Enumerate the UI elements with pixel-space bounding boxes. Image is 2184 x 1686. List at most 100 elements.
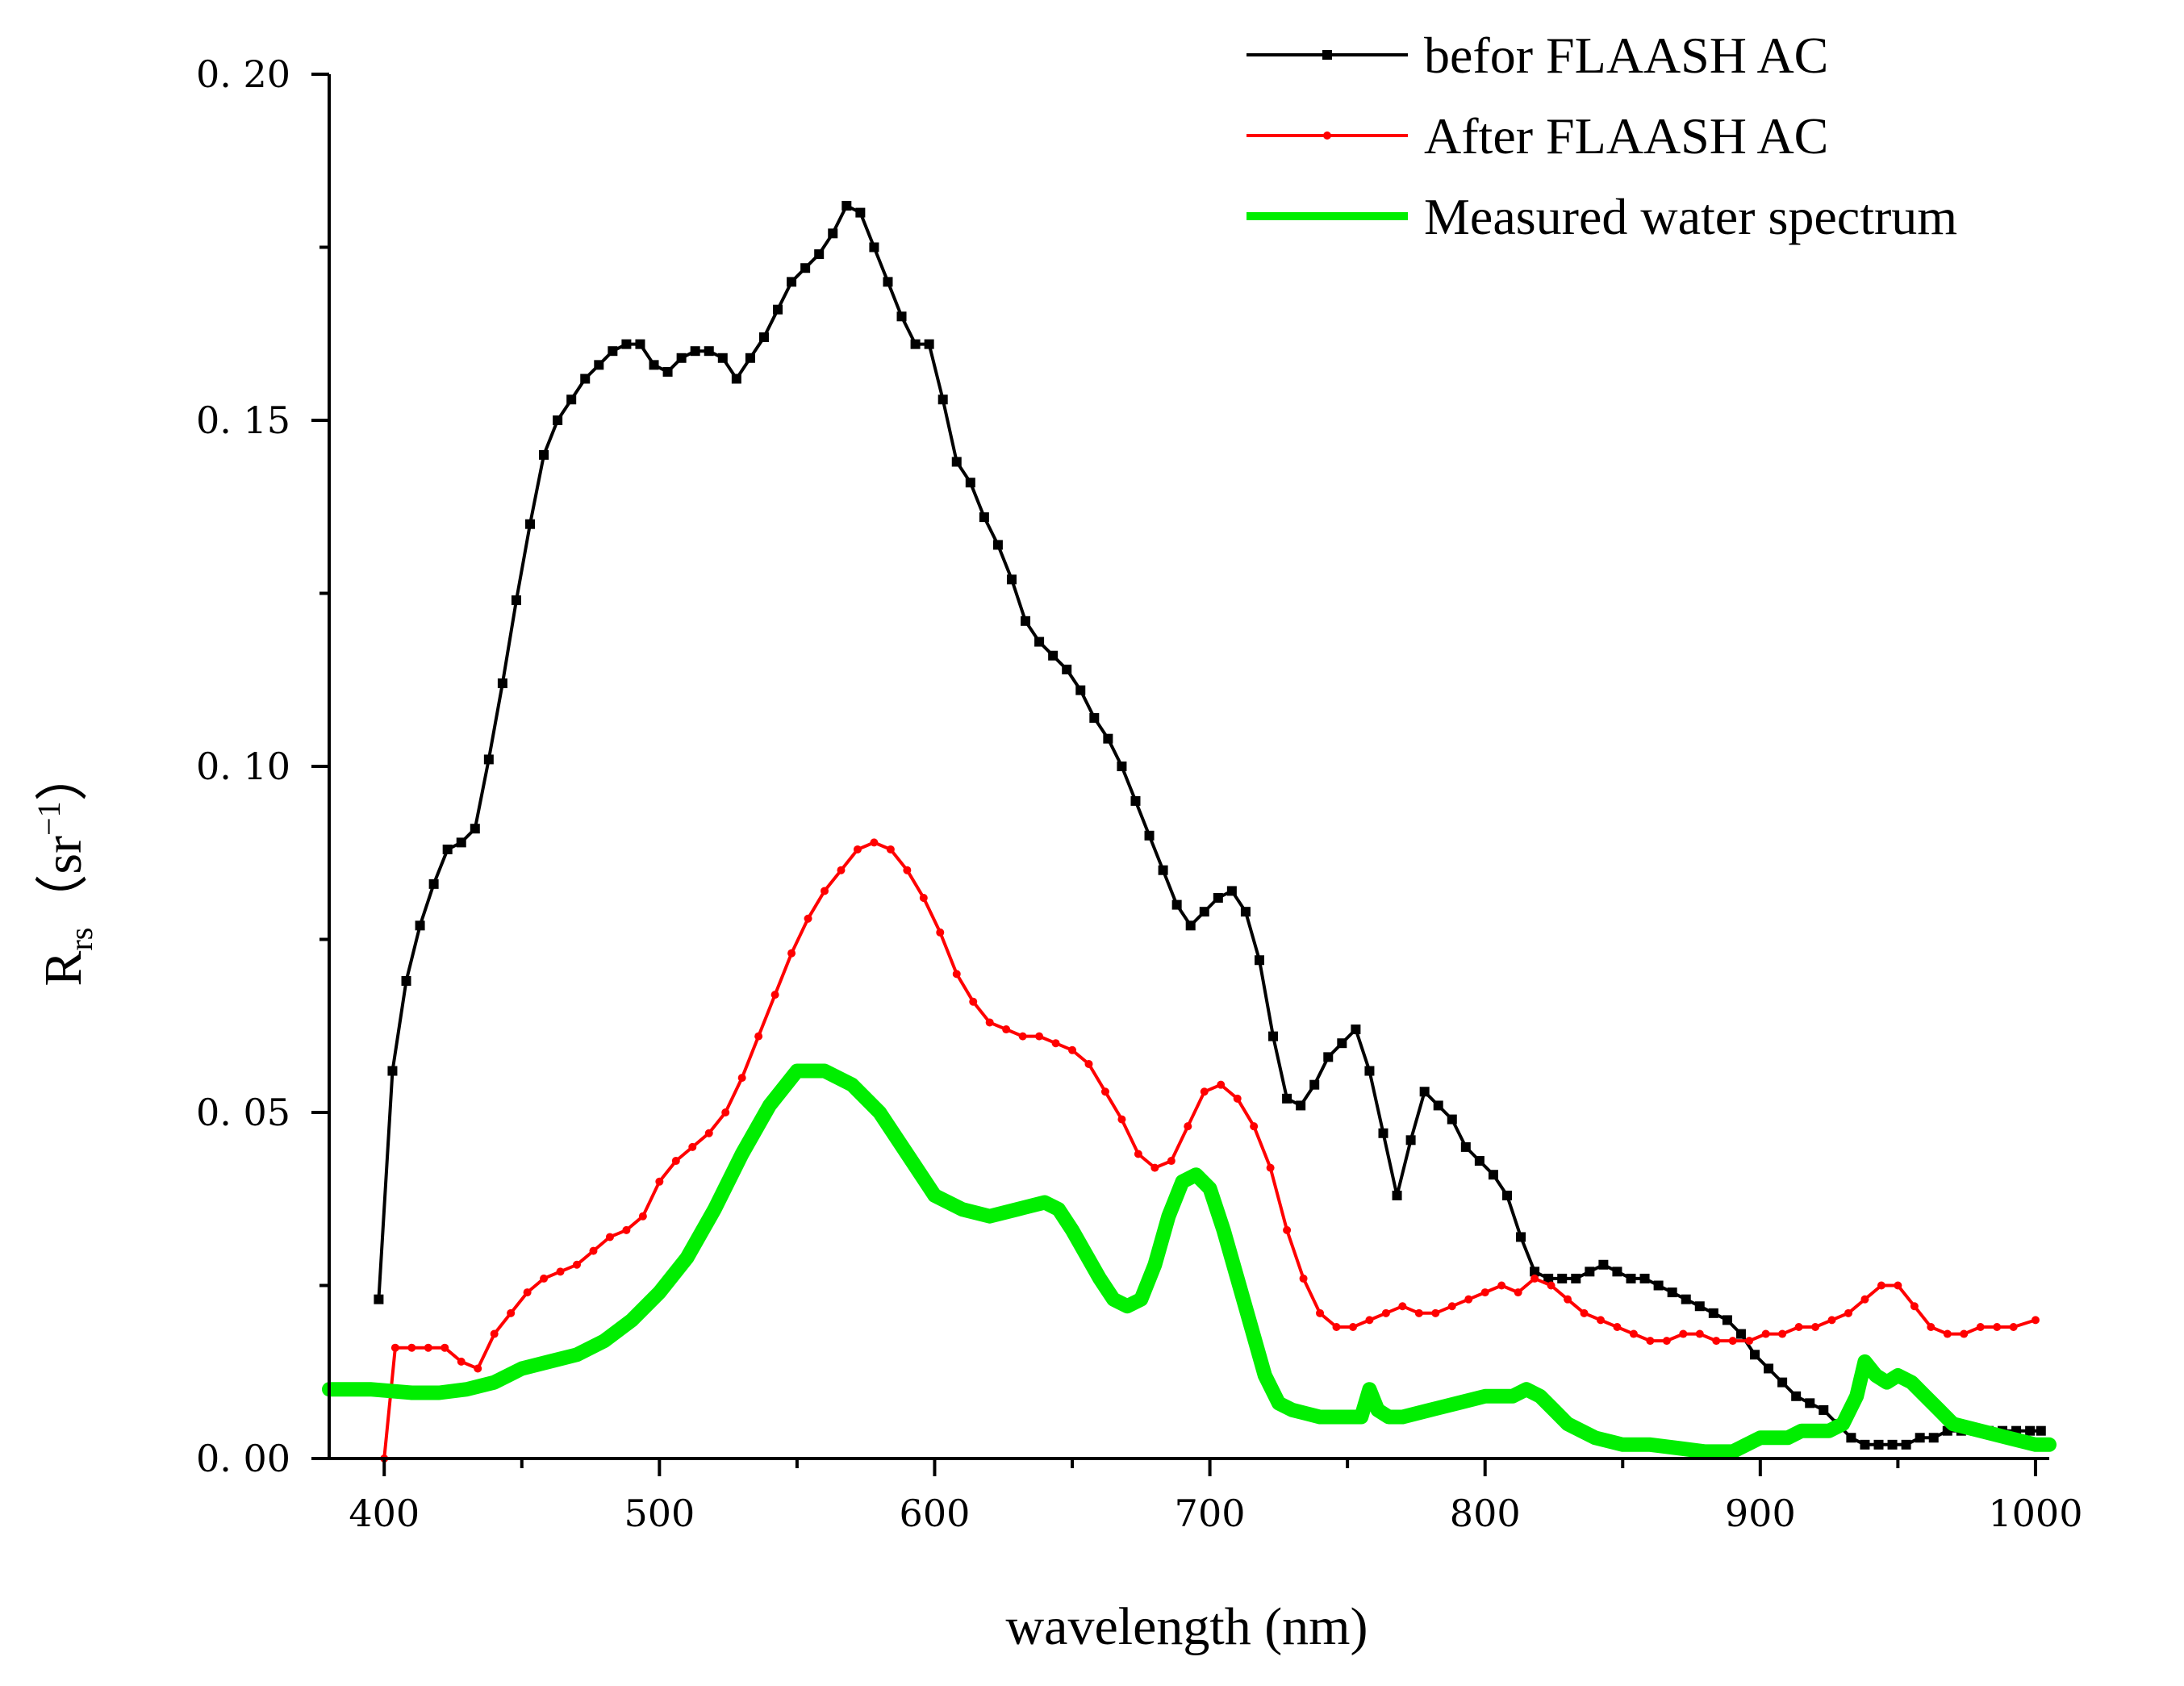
series-point-0 — [1254, 955, 1264, 966]
series-point-0 — [690, 346, 700, 357]
series-point-1 — [1927, 1322, 1936, 1331]
series-point-1 — [441, 1343, 449, 1352]
series-point-0 — [1460, 1141, 1471, 1152]
series-point-0 — [745, 353, 755, 363]
series-point-0 — [442, 844, 453, 854]
series-point-1 — [638, 1212, 647, 1221]
series-point-0 — [1764, 1363, 1774, 1374]
series-point-0 — [855, 207, 866, 218]
svg-text:Rrs（sr−1）: Rrs（sr−1） — [31, 748, 99, 986]
series-point-0 — [2036, 1425, 2046, 1436]
x-tick-label: 700 — [1175, 1492, 1246, 1535]
series-point-0 — [1873, 1439, 1884, 1450]
series-point-1 — [1745, 1337, 1754, 1346]
legend-label-1: After FLAASH AC — [1424, 107, 1828, 165]
series-point-0 — [1392, 1190, 1402, 1200]
y-tick-label: 0. 15 — [196, 399, 290, 442]
series-point-0 — [731, 374, 741, 384]
series-point-1 — [1761, 1329, 1770, 1338]
series-point-0 — [387, 1066, 398, 1076]
series-point-1 — [1629, 1329, 1638, 1338]
x-tick-label: 1000 — [1988, 1492, 2082, 1535]
series-point-1 — [969, 997, 978, 1006]
x-tick-label: 800 — [1450, 1492, 1521, 1535]
series-point-0 — [1557, 1273, 1568, 1283]
series-point-0 — [428, 878, 439, 889]
series-point-1 — [870, 838, 879, 847]
series-point-0 — [594, 360, 604, 370]
series-point-1 — [1414, 1308, 1423, 1317]
series-point-1 — [655, 1177, 664, 1186]
series-point-1 — [1960, 1329, 1969, 1338]
series-point-1 — [1794, 1322, 1803, 1331]
series-point-1 — [390, 1343, 399, 1352]
series-point-1 — [2031, 1316, 2040, 1325]
series-point-1 — [1728, 1337, 1737, 1346]
series-layer — [322, 201, 2057, 1463]
series-point-1 — [919, 894, 928, 903]
series-point-0 — [1171, 899, 1182, 910]
series-point-0 — [1708, 1308, 1718, 1318]
series-point-1 — [804, 914, 812, 923]
series-point-1 — [985, 1018, 994, 1027]
series-point-0 — [1117, 762, 1127, 771]
series-point-0 — [415, 920, 425, 931]
series-point-0 — [1474, 1156, 1485, 1166]
series-point-1 — [1976, 1322, 1985, 1331]
series-point-1 — [1530, 1274, 1539, 1283]
series-point-0 — [635, 339, 645, 349]
series-point-1 — [821, 887, 829, 895]
series-point-0 — [883, 277, 893, 287]
series-point-0 — [704, 346, 714, 357]
series-point-0 — [1337, 1038, 1347, 1049]
series-point-0 — [1309, 1079, 1320, 1090]
series-point-1 — [1811, 1322, 1820, 1331]
series-point-1 — [1679, 1329, 1688, 1338]
series-point-1 — [1381, 1308, 1390, 1317]
series-point-0 — [374, 1294, 384, 1304]
series-point-1 — [1447, 1302, 1456, 1311]
series-point-0 — [800, 263, 811, 273]
series-point-0 — [1501, 1190, 1512, 1200]
series-point-0 — [965, 478, 975, 488]
series-point-0 — [649, 360, 659, 370]
series-point-1 — [787, 949, 796, 958]
series-point-0 — [1819, 1404, 1829, 1415]
series-point-1 — [1993, 1322, 2002, 1331]
series-point-1 — [1580, 1308, 1589, 1317]
series-point-1 — [1431, 1308, 1440, 1317]
series-point-1 — [1002, 1025, 1011, 1034]
series-point-1 — [474, 1364, 482, 1373]
series-point-1 — [1712, 1337, 1721, 1346]
series-point-0 — [1928, 1433, 1939, 1443]
series-point-0 — [1447, 1114, 1457, 1125]
series-point-0 — [1667, 1287, 1677, 1298]
series-point-0 — [773, 304, 783, 315]
x-axis-label: wavelength (nm) — [1005, 1597, 1368, 1656]
series-point-1 — [1068, 1045, 1077, 1054]
series-point-1 — [1480, 1288, 1489, 1297]
series-point-1 — [589, 1246, 598, 1255]
legend-marker-0 — [1322, 50, 1332, 60]
series-point-0 — [1185, 920, 1196, 931]
series-point-1 — [1283, 1225, 1292, 1234]
series-point-0 — [1516, 1232, 1526, 1242]
series-point-0 — [1378, 1128, 1388, 1138]
series-point-1 — [1514, 1288, 1522, 1297]
series-point-0 — [1199, 907, 1209, 917]
series-point-1 — [1943, 1329, 1952, 1338]
series-point-0 — [1750, 1350, 1760, 1360]
series-point-1 — [424, 1343, 432, 1352]
series-point-0 — [483, 754, 494, 765]
series-point-1 — [1844, 1308, 1852, 1317]
x-tick-label: 900 — [1725, 1492, 1796, 1535]
x-tick-label: 600 — [900, 1492, 971, 1535]
series-point-0 — [497, 678, 507, 689]
series-point-1 — [704, 1129, 713, 1137]
series-point-1 — [1877, 1281, 1885, 1290]
series-point-1 — [523, 1288, 532, 1297]
series-point-0 — [1694, 1301, 1705, 1312]
series-point-0 — [2025, 1425, 2036, 1436]
series-point-0 — [869, 242, 879, 252]
legend-label-2: Measured water spectrum — [1424, 188, 1957, 245]
